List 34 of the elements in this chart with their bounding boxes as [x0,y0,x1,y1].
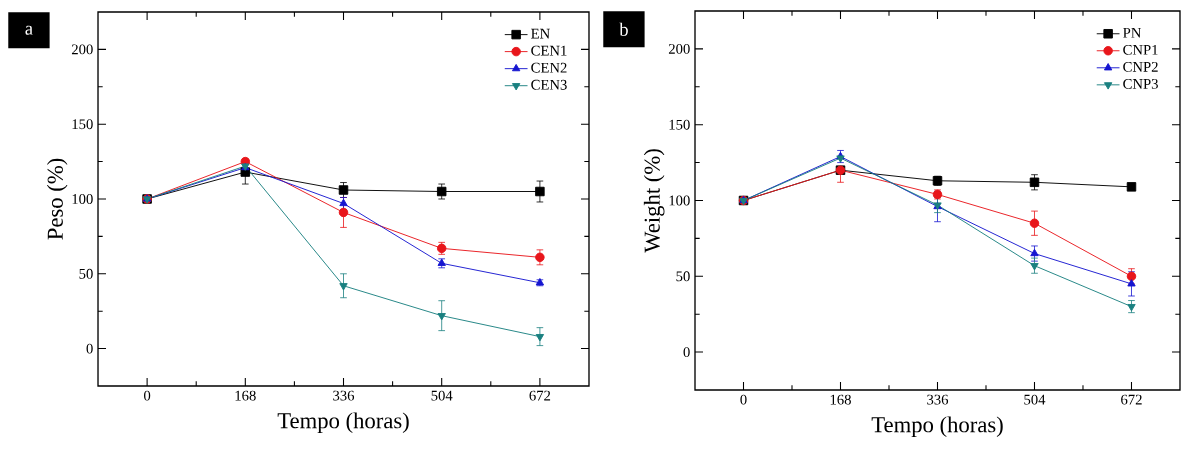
x-axis-title: Tempo (horas) [871,416,1003,437]
y-tick-label: 150 [72,119,93,130]
x-tick-label: 168 [235,390,256,401]
y-tick-label: 200 [668,43,690,54]
x-axis-title: Tempo (horas) [277,412,409,433]
y-tick-label: 200 [71,44,93,55]
y-tick-label: 50 [676,271,690,282]
x-tick-label: 504 [1024,394,1046,405]
legend-label: CEN3 [531,79,567,90]
y-tick-label: 0 [683,347,690,358]
y-tick-label: 50 [79,268,93,279]
x-tick-label: 336 [333,390,355,401]
x-tick-label: 672 [1121,394,1142,405]
x-tick-label: 0 [740,394,747,405]
legend-label: CNP3 [1123,78,1158,89]
legend-label: CNP1 [1123,44,1158,55]
x-tick-label: 168 [830,394,851,405]
y-tick-label: 100 [72,194,93,204]
legend-label: CNP2 [1123,61,1158,72]
x-tick-label: 336 [927,394,949,405]
legend-label: PN [1123,27,1142,38]
legend-label: CEN1 [531,45,567,56]
y-tick-label: 0 [86,343,93,354]
y-axis-title: Peso (%) [46,158,68,240]
x-tick-label: 504 [431,390,453,401]
chart-title: b [619,22,628,36]
x-tick-label: 0 [144,390,151,401]
chart-title: a [25,25,33,35]
legend-label: EN [531,28,550,39]
y-tick-label: 150 [669,119,690,130]
x-tick-label: 672 [529,390,551,401]
y-tick-label: 100 [669,195,690,206]
legend-label: CEN2 [531,62,567,73]
y-axis-title: Weight (%) [643,149,665,253]
